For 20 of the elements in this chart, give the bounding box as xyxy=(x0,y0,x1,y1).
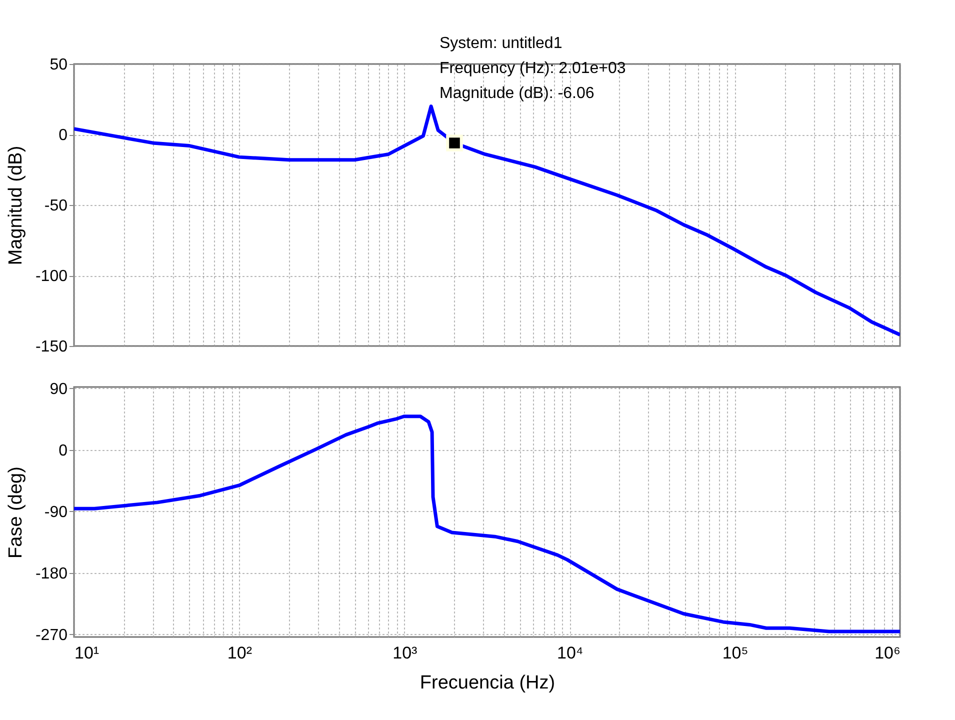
y-tick-label: 50 xyxy=(50,56,68,74)
y-tick-label: 0 xyxy=(58,127,68,144)
y-tick-label: -180 xyxy=(35,565,68,582)
y-tick-label: 0 xyxy=(58,442,68,460)
x-tick-label: 10⁵ xyxy=(722,644,748,662)
x-tick-label: 10¹ xyxy=(74,644,100,662)
x-tick-label: 10⁴ xyxy=(556,644,584,662)
y-tick-label: 90 xyxy=(50,380,68,398)
x-tick-label: 10⁶ xyxy=(874,644,900,662)
y-axis-title: Fase (deg) xyxy=(5,466,26,558)
x-axis-title: Frecuencia (Hz) xyxy=(420,672,556,694)
y-tick-label: -270 xyxy=(35,626,68,644)
x-tick-label: 10³ xyxy=(392,644,418,662)
x-tick-label: 10² xyxy=(227,644,252,662)
y-tick-label: -90 xyxy=(44,504,68,521)
annotation: System: untitled1 Frequency (Hz): 2.01e+03 Magnitude (dB): -6.06 xyxy=(439,35,626,102)
y-tick-label: -100 xyxy=(35,268,68,285)
y-axis-title: Magnitud (dB) xyxy=(5,146,26,266)
y-tick-label: -50 xyxy=(44,198,68,214)
y-tick-label: -150 xyxy=(35,338,68,356)
